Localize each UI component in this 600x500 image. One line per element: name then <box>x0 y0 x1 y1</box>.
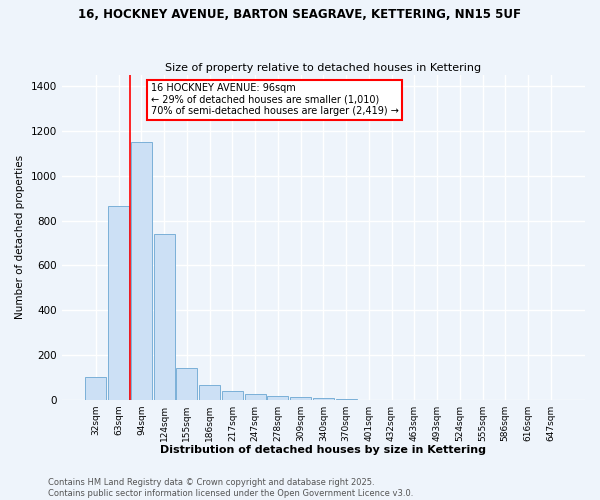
Bar <box>268 396 289 400</box>
Bar <box>313 398 334 400</box>
Title: Size of property relative to detached houses in Kettering: Size of property relative to detached ho… <box>165 63 481 73</box>
Text: 16, HOCKNEY AVENUE, BARTON SEAGRAVE, KETTERING, NN15 5UF: 16, HOCKNEY AVENUE, BARTON SEAGRAVE, KET… <box>79 8 521 20</box>
Bar <box>131 142 152 400</box>
Bar <box>85 377 106 400</box>
Text: Contains HM Land Registry data © Crown copyright and database right 2025.
Contai: Contains HM Land Registry data © Crown c… <box>48 478 413 498</box>
Text: 16 HOCKNEY AVENUE: 96sqm
← 29% of detached houses are smaller (1,010)
70% of sem: 16 HOCKNEY AVENUE: 96sqm ← 29% of detach… <box>151 84 398 116</box>
Bar <box>154 234 175 400</box>
Y-axis label: Number of detached properties: Number of detached properties <box>15 156 25 320</box>
Bar <box>290 397 311 400</box>
Bar <box>222 390 243 400</box>
Bar <box>176 368 197 400</box>
Bar <box>108 206 129 400</box>
Bar <box>245 394 266 400</box>
Bar <box>199 385 220 400</box>
X-axis label: Distribution of detached houses by size in Kettering: Distribution of detached houses by size … <box>160 445 487 455</box>
